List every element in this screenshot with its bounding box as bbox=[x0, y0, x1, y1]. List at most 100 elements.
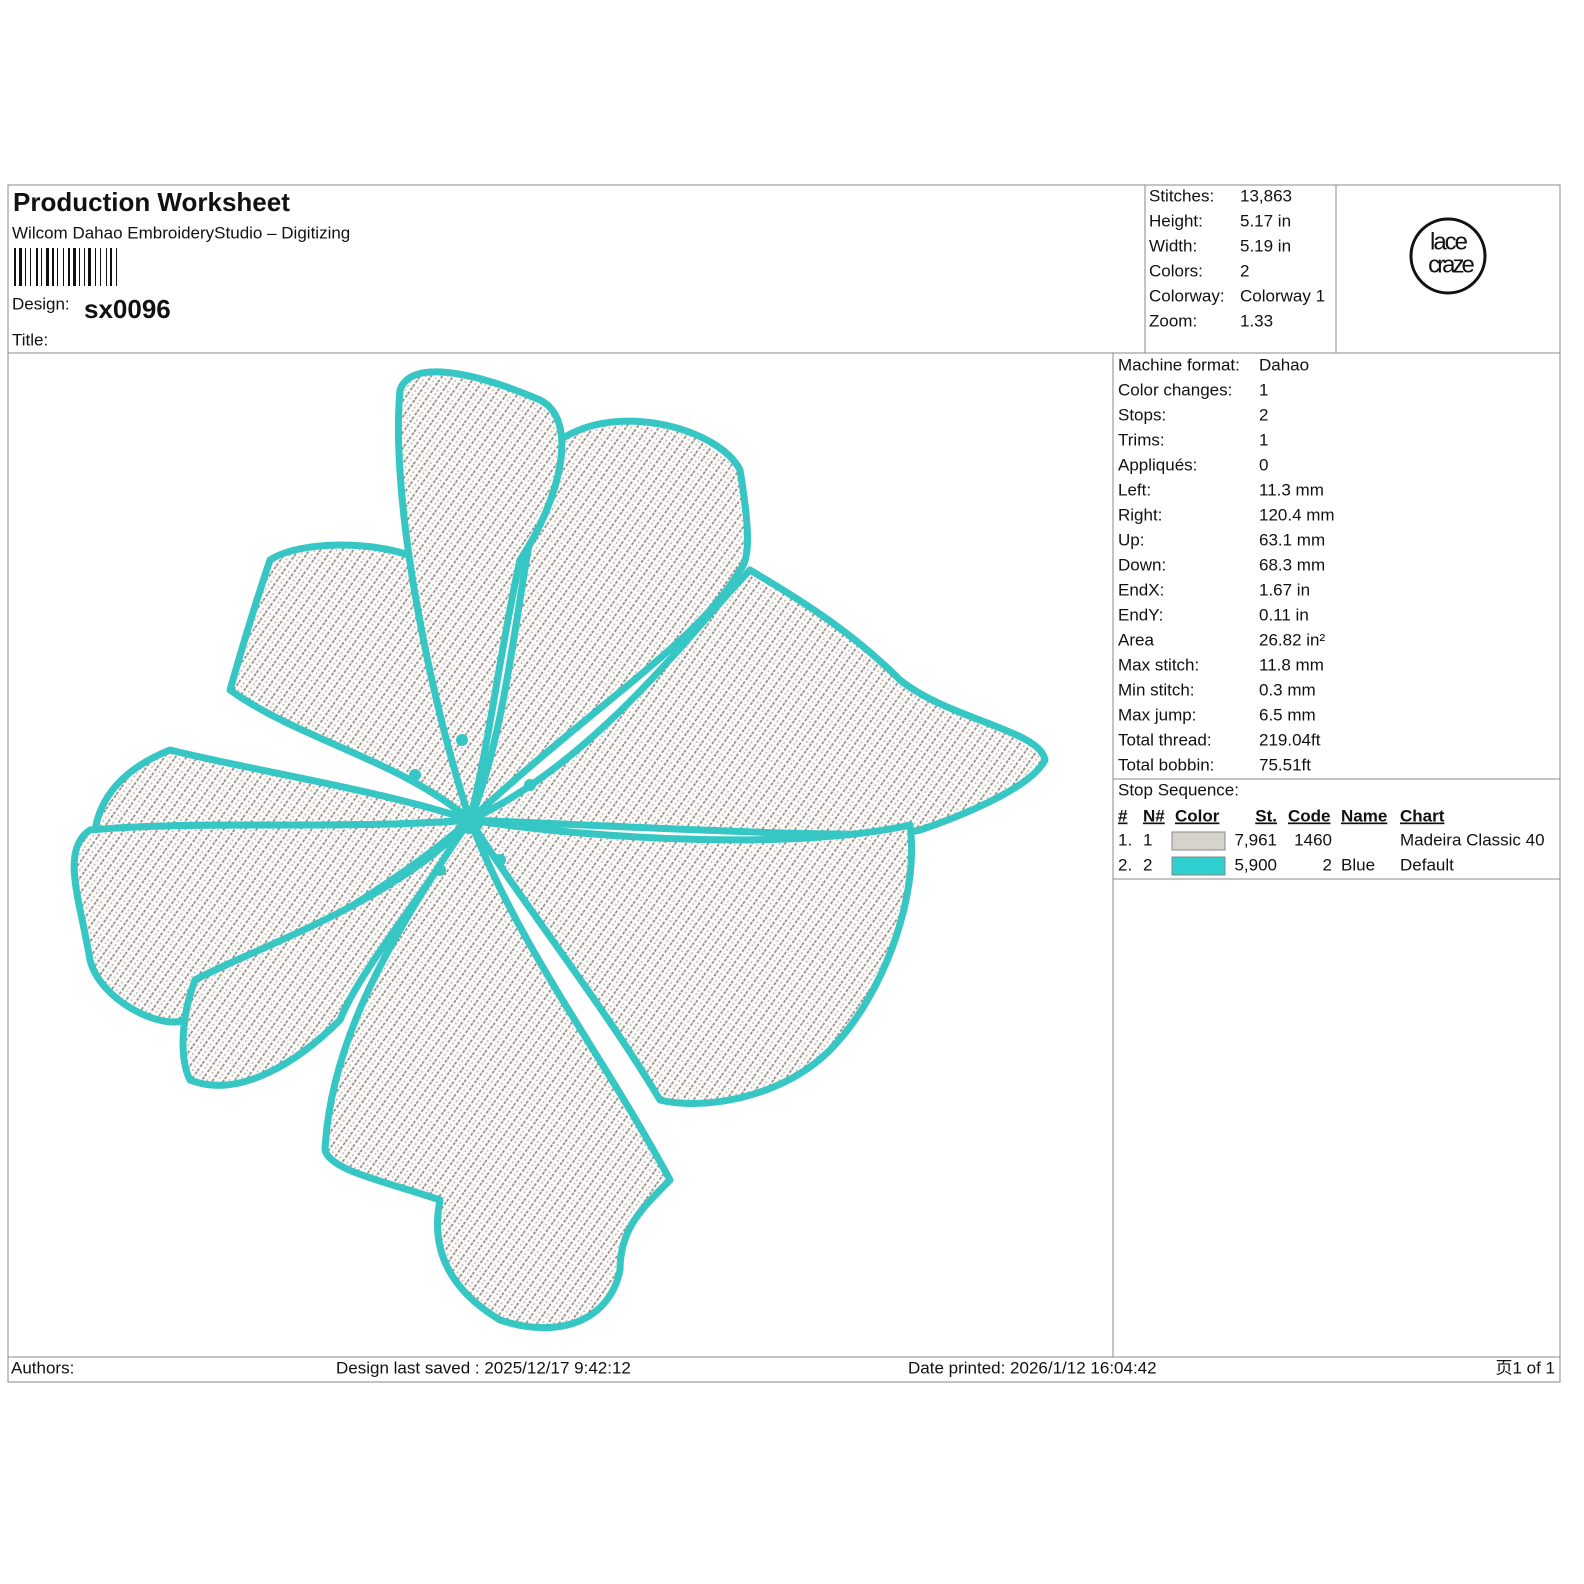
column-header: Name bbox=[1341, 806, 1387, 825]
column-header: Color bbox=[1175, 806, 1220, 825]
stop-index: 1. bbox=[1118, 830, 1132, 849]
summary-value: 13,863 bbox=[1240, 186, 1292, 205]
column-header: St. bbox=[1255, 806, 1277, 825]
barcode-bar bbox=[19, 248, 22, 286]
stop-index: 2. bbox=[1118, 855, 1132, 874]
detail-value: 6.5 mm bbox=[1259, 705, 1316, 724]
detail-label: Max stitch: bbox=[1118, 655, 1199, 674]
summary-value: Colorway 1 bbox=[1240, 286, 1325, 305]
detail-label: EndX: bbox=[1118, 580, 1164, 599]
detail-label: Up: bbox=[1118, 530, 1144, 549]
detail-label: Right: bbox=[1118, 505, 1162, 524]
authors: Authors: bbox=[11, 1358, 74, 1377]
detail-value: 1.67 in bbox=[1259, 580, 1310, 599]
summary-value: 2 bbox=[1240, 261, 1249, 280]
barcode bbox=[14, 248, 117, 286]
column-header: N# bbox=[1143, 806, 1165, 825]
detail-value: Dahao bbox=[1259, 355, 1309, 374]
barcode-bar bbox=[73, 248, 76, 286]
detail-value: 0.11 in bbox=[1259, 605, 1309, 624]
color-swatch bbox=[1171, 856, 1226, 876]
summary-label: Width: bbox=[1149, 236, 1197, 255]
logo-text: craze bbox=[1428, 251, 1474, 278]
saved-date: Design last saved : 2025/12/17 9:42:12 bbox=[336, 1358, 631, 1377]
detail-value: 219.04ft bbox=[1259, 730, 1321, 749]
summary-label: Height: bbox=[1149, 211, 1203, 230]
barcode-bar bbox=[52, 248, 54, 286]
barcode-bar bbox=[88, 248, 91, 286]
detail-value: 26.82 in² bbox=[1259, 630, 1325, 649]
summary-value: 1.33 bbox=[1240, 311, 1273, 330]
detail-value: 0 bbox=[1259, 455, 1268, 474]
barcode-bar bbox=[46, 248, 49, 286]
barcode-bar bbox=[84, 248, 85, 286]
detail-label: Machine format: bbox=[1118, 355, 1240, 374]
column-header: Code bbox=[1288, 806, 1331, 825]
detail-label: Area bbox=[1118, 630, 1154, 649]
barcode-bar bbox=[100, 248, 101, 286]
thread-code: 1460 bbox=[1294, 830, 1332, 849]
summary: Stitches: 13,863 Height: 5.17 in Width: 5.19 … bbox=[1149, 186, 1325, 330]
detail-label: Left: bbox=[1118, 480, 1151, 499]
detail-label: EndY: bbox=[1118, 605, 1163, 624]
flower-design bbox=[70, 368, 1049, 1332]
column-header: # bbox=[1118, 806, 1128, 825]
page-number: 页1 of 1 bbox=[1495, 1358, 1555, 1377]
barcode-bar bbox=[95, 248, 96, 286]
frame bbox=[7, 184, 1561, 1383]
thread-name: Blue bbox=[1341, 855, 1375, 874]
detail-label: Total thread: bbox=[1118, 730, 1212, 749]
thread-chart: Default bbox=[1400, 855, 1454, 874]
detail-value: 1 bbox=[1259, 430, 1268, 449]
detail-value: 0.3 mm bbox=[1259, 680, 1316, 699]
stitch-count: 7,961 bbox=[1234, 830, 1277, 849]
detail-label: Max jump: bbox=[1118, 705, 1196, 724]
thread-code: 2 bbox=[1323, 855, 1332, 874]
detail-value: 75.51ft bbox=[1259, 755, 1311, 774]
stitch-count: 5,900 bbox=[1234, 855, 1277, 874]
detail-label: Color changes: bbox=[1118, 380, 1232, 399]
stop-table: # N# Color St. Code Name Chart 1. 1 7,961 1460 Made… bbox=[1118, 806, 1545, 876]
barcode-bar bbox=[63, 248, 64, 286]
logo: lace craze bbox=[1409, 217, 1487, 295]
detail-value: 120.4 mm bbox=[1259, 505, 1335, 524]
detail-label: Trims: bbox=[1118, 430, 1165, 449]
barcode-bar bbox=[36, 248, 38, 286]
printed-date: Date printed: 2026/1/12 16:04:42 bbox=[908, 1358, 1157, 1377]
summary-label: Colors: bbox=[1149, 261, 1203, 280]
summary-value: 5.17 in bbox=[1240, 211, 1291, 230]
design-label: Design: bbox=[12, 294, 70, 313]
barcode-bar bbox=[57, 248, 58, 286]
design-name: sx0096 bbox=[84, 294, 171, 324]
detail-value: 68.3 mm bbox=[1259, 555, 1325, 574]
barcode-bar bbox=[110, 248, 112, 286]
title-label: Title: bbox=[12, 330, 48, 349]
barcode-bar bbox=[116, 248, 117, 286]
needle: 1 bbox=[1143, 830, 1152, 849]
detail-value: 11.3 mm bbox=[1259, 480, 1324, 499]
barcode-bar bbox=[79, 248, 80, 286]
detail-label: Total bobbin: bbox=[1118, 755, 1214, 774]
barcode-bar bbox=[106, 248, 107, 286]
barcode-bar bbox=[68, 248, 70, 286]
logo-text: lace bbox=[1430, 228, 1468, 255]
summary-value: 5.19 in bbox=[1240, 236, 1291, 255]
summary-label: Colorway: bbox=[1149, 286, 1225, 305]
detail-label: Down: bbox=[1118, 555, 1166, 574]
detail-label: Min stitch: bbox=[1118, 680, 1195, 699]
barcode-bar bbox=[30, 248, 31, 286]
needle: 2 bbox=[1143, 855, 1152, 874]
summary-label: Stitches: bbox=[1149, 186, 1214, 205]
color-swatch bbox=[1171, 831, 1226, 851]
detail-value: 63.1 mm bbox=[1259, 530, 1325, 549]
barcode-bar bbox=[14, 248, 16, 286]
column-header: Chart bbox=[1400, 806, 1445, 825]
detail-value: 1 bbox=[1259, 380, 1268, 399]
barcode-bar bbox=[25, 248, 26, 286]
subtitle: Wilcom Dahao EmbroideryStudio – Digitizi… bbox=[12, 223, 350, 242]
detail-label: Stops: bbox=[1118, 405, 1166, 424]
detail-value: 2 bbox=[1259, 405, 1268, 424]
details: Machine format: Dahao Color changes: 1 Stops… bbox=[1118, 355, 1335, 774]
detail-label: Appliqués: bbox=[1118, 455, 1197, 474]
